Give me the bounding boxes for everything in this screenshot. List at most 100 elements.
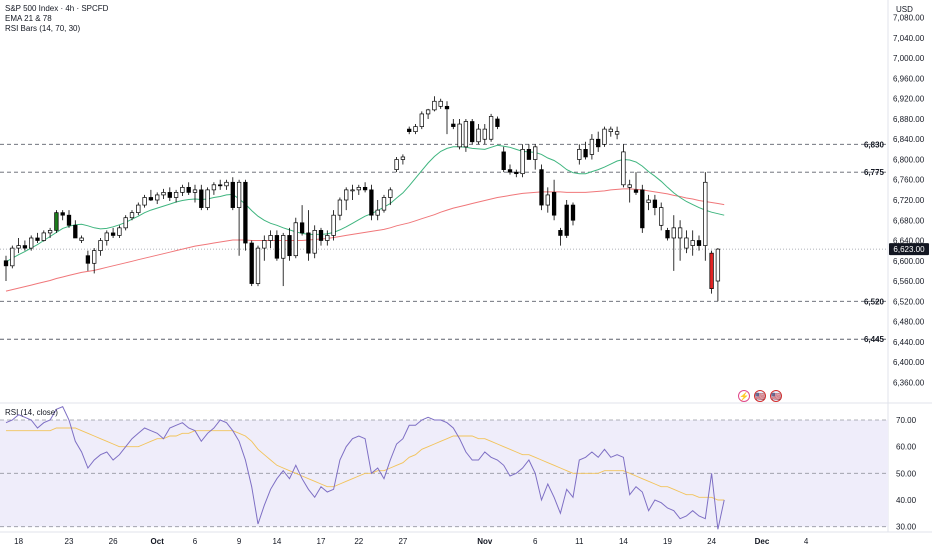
candle (614, 126, 620, 140)
candle (570, 202, 576, 226)
candle (211, 182, 217, 195)
candle (608, 126, 613, 137)
rsi-tick-label: 70.00 (896, 416, 917, 425)
candle-body (539, 169, 544, 206)
lightning-icon[interactable]: ⚡ (738, 390, 750, 402)
candle (407, 126, 412, 135)
candle-body (29, 237, 34, 249)
candle (224, 179, 229, 190)
candle-body (400, 156, 406, 160)
candle-body (514, 171, 519, 175)
candle (110, 227, 116, 238)
candle-body (703, 181, 708, 246)
candle (98, 237, 103, 256)
candle-body (331, 214, 336, 236)
candle (369, 184, 374, 221)
candle-body (381, 197, 387, 211)
candle (602, 126, 607, 147)
candle (306, 210, 311, 261)
candle-body (444, 105, 450, 110)
candle-body (608, 128, 613, 132)
time-tick-label: 24 (707, 537, 716, 546)
price-tick-label: 6,360.00 (893, 378, 925, 387)
candle-body (262, 240, 267, 249)
candle (463, 118, 469, 152)
candle-body (640, 189, 645, 229)
candle-body (463, 121, 469, 148)
candle-body (545, 194, 550, 206)
candle-body (564, 204, 569, 236)
candle (640, 184, 645, 233)
level-label: 6,520 (864, 297, 885, 306)
candle (337, 197, 343, 221)
candle (85, 250, 91, 271)
candle-body (136, 204, 141, 214)
us-flag-icon[interactable]: 🇺🇸 (754, 390, 766, 402)
candle-body (123, 217, 128, 229)
candle (696, 235, 702, 251)
candle-body (589, 138, 595, 155)
candle-body (66, 214, 72, 226)
candle (161, 188, 166, 199)
currency-label[interactable]: USD (896, 5, 913, 14)
candle-body (495, 118, 500, 127)
candle-body (583, 149, 588, 158)
candle (646, 194, 651, 211)
candle (274, 230, 280, 261)
us-flag-icon[interactable]: 🇺🇸 (770, 390, 782, 402)
rsi-tick-label: 60.00 (896, 443, 917, 452)
candle-body (438, 100, 443, 107)
candle (117, 225, 122, 238)
candle-body (671, 227, 676, 239)
candle (659, 202, 664, 231)
candle (526, 144, 532, 160)
candle (287, 227, 292, 261)
price-tick-label: 6,880.00 (893, 115, 925, 124)
candle (155, 192, 160, 205)
candle (249, 240, 254, 287)
rsi-pane-title[interactable]: RSI (14, close) (5, 408, 58, 417)
time-tick-label: 6 (193, 537, 198, 546)
candle-body (652, 199, 658, 208)
ema-indicator-label[interactable]: EMA 21 & 78 (5, 14, 52, 23)
candle-body (167, 192, 172, 198)
time-tick-label: 26 (109, 537, 118, 546)
candle (388, 187, 393, 206)
price-tick-label: 6,920.00 (893, 95, 925, 104)
candle (299, 205, 305, 236)
candle (262, 235, 267, 261)
candle (331, 210, 336, 241)
level-label: 6,830 (864, 140, 885, 149)
candle (350, 184, 355, 200)
candle-body (224, 181, 229, 187)
candle-body (394, 159, 399, 170)
candle-body (199, 189, 204, 208)
time-tick-label: 17 (317, 537, 326, 546)
candle (79, 235, 84, 244)
candle-body (621, 151, 626, 186)
candle-body (476, 128, 481, 143)
candle-body (344, 189, 349, 201)
chart-legend: S&P 500 Index · 4h · SPCFD EMA 21 & 78 R… (5, 4, 108, 34)
candle-body (192, 189, 198, 193)
candle-body (79, 237, 84, 241)
candle (558, 227, 563, 246)
time-tick-label: 4 (804, 537, 809, 546)
level-label: 6,445 (864, 335, 885, 344)
candle-body (614, 131, 620, 135)
candle (173, 189, 179, 203)
candle (344, 187, 349, 211)
candle-body (54, 212, 59, 231)
candle (142, 194, 147, 208)
candle-body (602, 128, 607, 145)
candle (495, 116, 500, 130)
candle (583, 141, 588, 160)
rsi-bars-indicator-label[interactable]: RSI Bars (14, 70, 30) (5, 24, 81, 33)
time-tick-label: 23 (65, 537, 74, 546)
candle-body (318, 230, 324, 241)
candle-body (526, 149, 532, 160)
candle-body (287, 235, 292, 257)
candle (545, 187, 550, 213)
symbol-label[interactable]: S&P 500 Index · 4h · SPCFD (5, 4, 109, 13)
